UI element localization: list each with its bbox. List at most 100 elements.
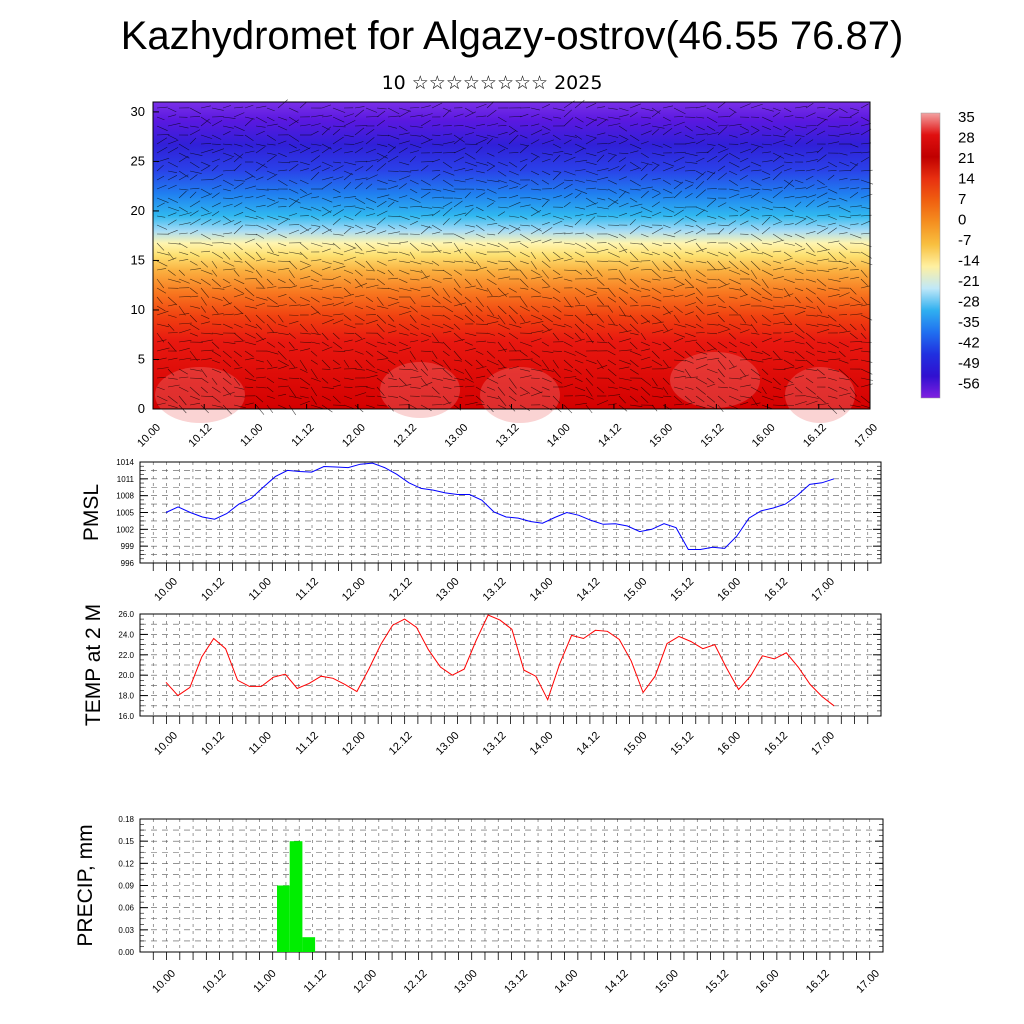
wind-vector bbox=[222, 368, 232, 379]
wind-vector bbox=[387, 201, 395, 208]
wind-vector bbox=[475, 287, 488, 292]
wind-vector bbox=[255, 314, 265, 324]
wind-vector bbox=[596, 248, 609, 253]
wind-vector bbox=[849, 395, 861, 403]
wind-vector bbox=[376, 119, 385, 127]
wind-vector bbox=[167, 175, 178, 181]
wind-vector bbox=[684, 251, 694, 255]
wind-vector bbox=[530, 156, 538, 163]
wind-vector bbox=[310, 269, 323, 277]
wind-vector bbox=[497, 224, 510, 230]
wind-vector bbox=[310, 242, 323, 247]
wind-vector bbox=[288, 314, 299, 316]
wind-vector bbox=[486, 359, 499, 366]
wind-vector bbox=[211, 377, 218, 385]
wind-vector bbox=[420, 323, 430, 328]
wind-vector bbox=[299, 161, 310, 166]
wind-vector bbox=[794, 179, 804, 184]
x-tick-label: 17.00 bbox=[809, 576, 837, 604]
wind-vector bbox=[354, 206, 366, 210]
wind-vector bbox=[354, 166, 364, 172]
wind-vector bbox=[772, 305, 785, 308]
wind-vector bbox=[750, 323, 758, 333]
wind-vector bbox=[684, 386, 694, 390]
wind-vector bbox=[750, 251, 764, 255]
wind-vector bbox=[508, 226, 521, 235]
wind-vector bbox=[321, 386, 335, 389]
wind-vector bbox=[486, 278, 497, 286]
y-tick-label: 1002 bbox=[116, 525, 134, 534]
wind-vector bbox=[805, 368, 818, 371]
wind-vector bbox=[211, 251, 223, 259]
wind-vector bbox=[398, 195, 408, 199]
wind-vector bbox=[431, 359, 444, 367]
wind-vector bbox=[794, 375, 804, 379]
wind-vector bbox=[266, 269, 276, 274]
wind-vector bbox=[156, 287, 167, 294]
wind-vector bbox=[277, 99, 288, 109]
wind-vector bbox=[541, 179, 550, 185]
wind-vector bbox=[343, 113, 354, 118]
wind-vector bbox=[189, 200, 201, 208]
wind-vector bbox=[640, 386, 651, 396]
wind-vector bbox=[222, 232, 233, 235]
wind-vector bbox=[475, 266, 487, 271]
wind-vector bbox=[684, 401, 695, 406]
wind-vector bbox=[321, 167, 330, 172]
wind-vector bbox=[189, 395, 200, 400]
wind-vector bbox=[629, 143, 642, 150]
wind-vector bbox=[662, 269, 673, 273]
wind-vector bbox=[442, 386, 452, 389]
wind-vector bbox=[167, 384, 180, 388]
wind-vector bbox=[541, 212, 551, 217]
wind-vector bbox=[365, 159, 379, 163]
wind-vector bbox=[849, 287, 857, 295]
wind-vector bbox=[365, 284, 379, 289]
wind-vector bbox=[827, 350, 837, 354]
wind-vector bbox=[761, 176, 771, 181]
wind-vector bbox=[354, 197, 366, 205]
wind-vector bbox=[849, 178, 860, 181]
wind-vector bbox=[805, 377, 814, 384]
wind-vector bbox=[167, 197, 179, 203]
wind-vector bbox=[255, 105, 267, 109]
wind-vector bbox=[717, 143, 727, 149]
wind-vector bbox=[838, 392, 851, 397]
colorbar-label: -42 bbox=[958, 335, 980, 352]
wind-vector bbox=[706, 125, 716, 131]
wind-vector bbox=[838, 386, 848, 391]
wind-vector bbox=[728, 260, 739, 270]
wind-vector bbox=[772, 350, 781, 360]
wind-vector bbox=[387, 197, 399, 203]
wind-vector bbox=[585, 323, 594, 331]
wind-vector bbox=[343, 151, 353, 154]
wind-vector bbox=[794, 296, 801, 304]
wind-vector bbox=[365, 224, 377, 229]
wind-vector bbox=[200, 165, 211, 172]
wind-vector bbox=[288, 296, 297, 304]
wind-vector bbox=[662, 128, 673, 136]
wind-vector bbox=[244, 233, 258, 236]
wind-vector bbox=[750, 395, 758, 407]
wind-vector bbox=[805, 242, 815, 253]
wind-vector bbox=[442, 161, 453, 169]
colorbar-label: -28 bbox=[958, 294, 980, 311]
wind-vector bbox=[739, 206, 750, 211]
wind-vector bbox=[739, 125, 749, 131]
wind-vector bbox=[651, 341, 662, 346]
wind-vector bbox=[662, 161, 675, 167]
wind-vector bbox=[420, 359, 429, 371]
wind-vector bbox=[365, 107, 378, 113]
wind-vector bbox=[838, 267, 849, 271]
wind-vector bbox=[706, 357, 720, 361]
wind-vector bbox=[706, 107, 719, 114]
wind-vector bbox=[860, 285, 870, 289]
wind-vector bbox=[563, 278, 573, 282]
wind-vector bbox=[321, 303, 334, 307]
wind-vector bbox=[299, 359, 308, 371]
x-tick-label: 15.00 bbox=[653, 968, 681, 996]
wind-vector bbox=[431, 404, 443, 406]
wind-vector bbox=[849, 347, 863, 352]
wind-vector bbox=[178, 386, 189, 392]
wind-vector bbox=[585, 395, 594, 400]
